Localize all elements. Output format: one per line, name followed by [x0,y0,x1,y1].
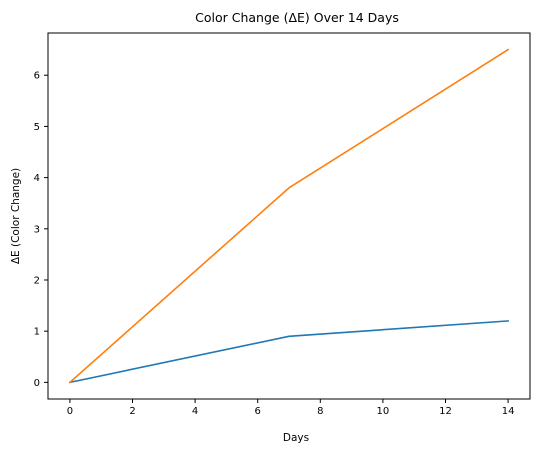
x-tick-label: 14 [502,406,515,417]
x-tick-label: 4 [192,406,198,417]
x-tick-label: 0 [67,406,73,417]
x-tick-label: 2 [129,406,135,417]
y-tick-label: 5 [34,122,40,133]
plot-area [47,32,531,400]
chart-title: Color Change (ΔE) Over 14 Days [195,10,399,25]
x-axis: 0 2 4 6 8 10 12 14 [67,399,515,417]
series-line-2 [68,48,510,384]
series-layer [68,48,510,384]
y-axis: 0 1 2 3 4 5 6 [34,71,48,389]
y-tick-label: 1 [34,327,40,338]
plot-frame [47,32,531,400]
series-line-1 [68,320,509,384]
y-axis-label: ΔE (Color Change) [10,168,22,264]
y-tick-label: 2 [34,275,40,286]
x-axis-label: Days [283,432,309,444]
y-tick-label: 4 [34,173,40,184]
x-tick-label: 8 [317,406,323,417]
x-tick-label: 6 [255,406,261,417]
y-tick-label: 6 [34,71,40,82]
plot-background [48,33,530,399]
y-tick-label: 0 [34,378,40,389]
y-tick-label: 3 [34,224,40,235]
x-tick-label: 12 [439,406,452,417]
x-tick-label: 10 [377,406,390,417]
